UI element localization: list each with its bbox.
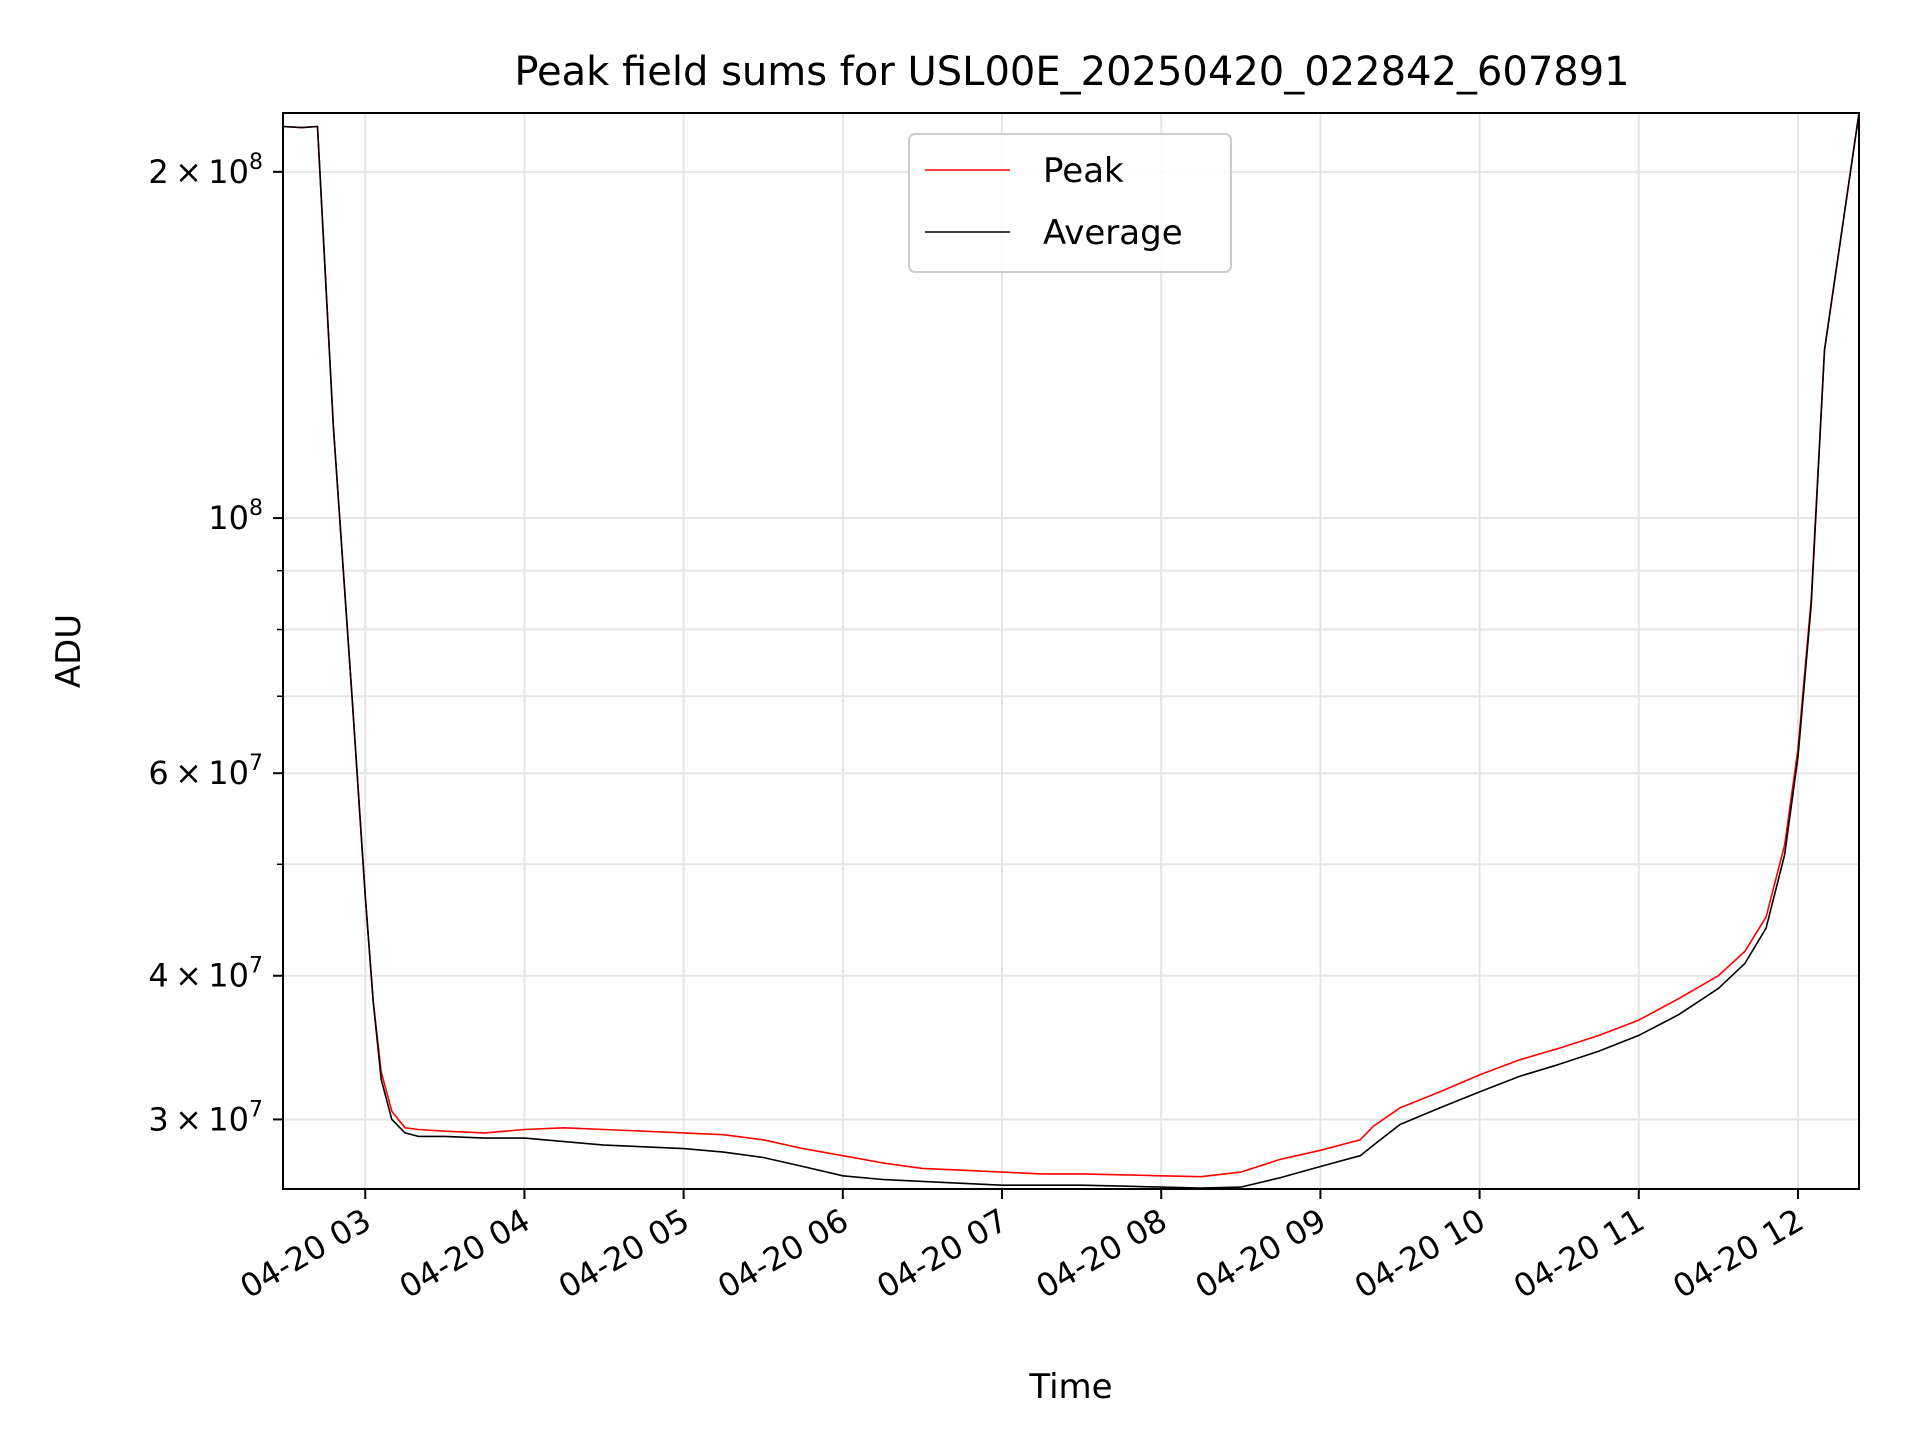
series-layer (283, 113, 1859, 1189)
x-axis-label: Time (1028, 1367, 1112, 1407)
legend-label-average: Average (1043, 213, 1183, 253)
y-tick-exponent: 8 (249, 150, 263, 175)
y-tick-label: 2 × 108 (148, 150, 263, 191)
y-tick-exponent: 8 (249, 496, 263, 521)
legend-label-peak: Peak (1043, 151, 1124, 191)
grid (283, 113, 1859, 1189)
legend: Peak Average (908, 133, 1232, 273)
legend-box (908, 133, 1232, 273)
y-tick-exponent: 7 (249, 751, 263, 776)
chart-title: Peak field sums for USL00E_20250420_0228… (514, 49, 1629, 95)
y-tick-exponent: 7 (249, 954, 263, 979)
y-tick-label: 4 × 107 (148, 954, 263, 995)
series-line-peak (283, 113, 1859, 1178)
series-line-average (283, 113, 1859, 1189)
y-tick-exponent: 7 (249, 1097, 263, 1122)
y-tick-label: 3 × 107 (148, 1097, 263, 1138)
y-tick-label: 6 × 107 (148, 751, 263, 792)
y-axis-label: ADU (49, 614, 89, 688)
plot-frame (282, 112, 1860, 1190)
y-tick-label: 108 (208, 496, 263, 537)
y-axis: 3 × 107 4 × 107 6 × 107 108 2 × 108 (148, 150, 283, 1138)
